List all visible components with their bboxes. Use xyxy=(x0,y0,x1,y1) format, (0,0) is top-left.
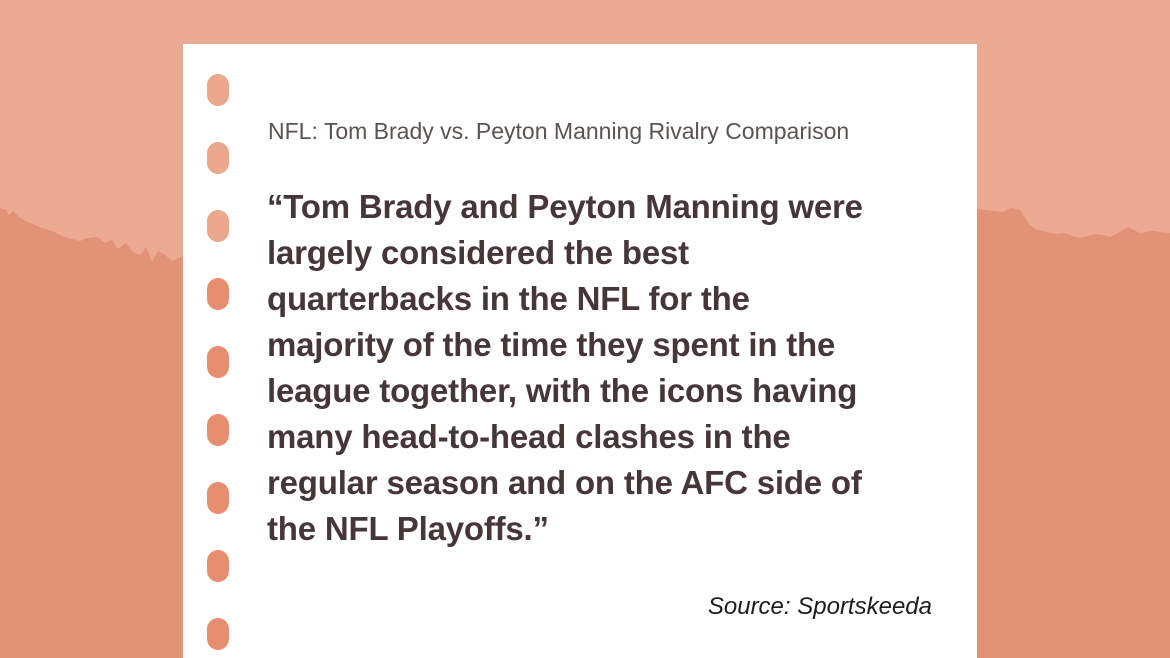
binding-pill-decoration xyxy=(207,346,229,378)
binding-pill-decoration xyxy=(207,618,229,650)
quote-line: league together, with the icons having xyxy=(267,372,858,409)
binding-pill-decoration xyxy=(207,142,229,174)
binding-pill-decoration xyxy=(207,278,229,310)
binding-pill-decoration xyxy=(207,482,229,514)
binding-pill-decoration xyxy=(207,550,229,582)
quote-line: quarterbacks in the NFL for the xyxy=(267,280,750,317)
quote-line: the NFL Playoffs.” xyxy=(267,510,549,547)
quote-line: largely considered the best xyxy=(267,234,689,271)
quote-line: regular season and on the AFC side of xyxy=(267,464,862,501)
quote-card: NFL: Tom Brady vs. Peyton Manning Rivalr… xyxy=(183,44,977,658)
source-attribution: Source: Sportskeeda xyxy=(707,593,932,620)
binding-pill-decoration xyxy=(207,414,229,446)
quote-text: “Tom Brady and Peyton Manning were large… xyxy=(267,184,863,552)
quote-line: “Tom Brady and Peyton Manning were xyxy=(267,188,863,225)
quote-line: many head-to-head clashes in the xyxy=(267,418,791,455)
page-title: NFL: Tom Brady vs. Peyton Manning Rivalr… xyxy=(268,118,850,144)
binding-pill-decoration xyxy=(207,74,229,106)
binding-pill-decoration xyxy=(207,210,229,242)
quote-line: majority of the time they spent in the xyxy=(267,326,836,363)
